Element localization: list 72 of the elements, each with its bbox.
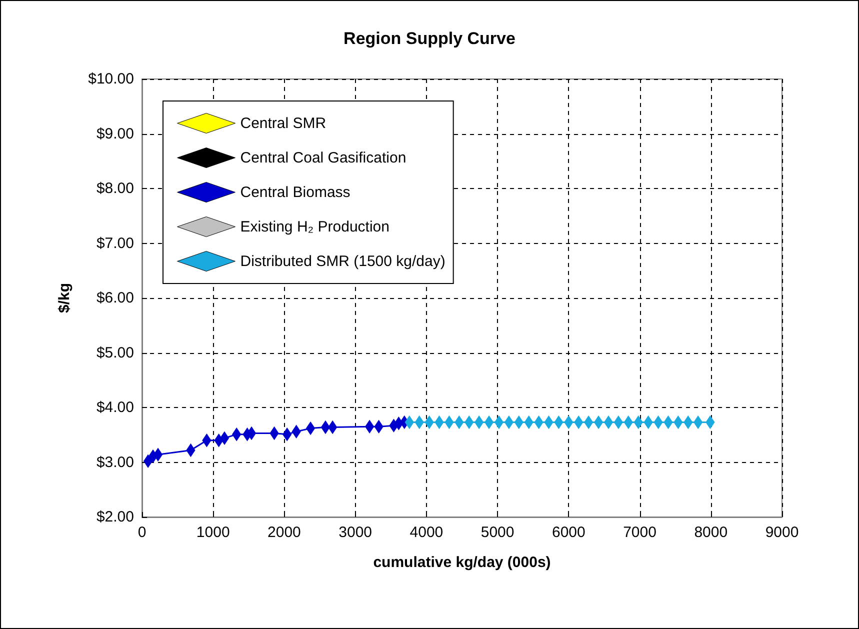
y-tick-label: $6.00 [96, 290, 134, 306]
point [292, 425, 301, 438]
x-tick-label: 5000 [480, 524, 514, 541]
y-tick-label: $9.00 [96, 125, 134, 142]
point [365, 420, 374, 434]
point [614, 416, 623, 429]
x-tick-label: 8000 [694, 524, 728, 541]
point [494, 416, 504, 429]
legend-label: Distributed SMR (1500 kg/day) [240, 252, 446, 270]
point [444, 416, 454, 429]
x-tick-label: 3000 [338, 524, 372, 541]
point [574, 416, 584, 429]
point [404, 416, 414, 429]
y-tick-label: $8.00 [96, 180, 134, 197]
point [247, 426, 256, 440]
point [664, 416, 673, 429]
point [514, 416, 524, 429]
legend-label: Central Biomass [240, 184, 350, 201]
x-tick-label: 2000 [268, 524, 301, 541]
point [186, 444, 196, 457]
point [424, 416, 434, 429]
y-axis-title: $/kg [56, 282, 73, 314]
point [684, 416, 693, 429]
point [320, 420, 330, 434]
chart-title: Region Supply Curve [344, 29, 516, 48]
point [484, 416, 494, 429]
x-axis-title: cumulative kg/day (000s) [373, 554, 551, 571]
point [564, 416, 574, 429]
point [144, 454, 153, 468]
point [414, 416, 424, 429]
point [328, 420, 338, 434]
point [282, 428, 292, 441]
point [706, 416, 715, 429]
point [270, 426, 279, 440]
x-tick-label: 0 [138, 524, 146, 541]
legend-label: Central SMR [240, 114, 326, 132]
x-tick-label: 7000 [623, 524, 656, 541]
x-tick-label: 6000 [552, 524, 586, 541]
point [624, 416, 633, 429]
point [634, 416, 643, 429]
point [584, 416, 594, 429]
x-tick-label: 9000 [765, 524, 799, 541]
point [464, 416, 474, 429]
point [644, 416, 653, 429]
point [202, 434, 212, 447]
point [554, 416, 564, 429]
y-tick-label: $10.00 [88, 70, 134, 88]
point [306, 422, 316, 435]
x-tick-label: 1000 [196, 524, 230, 541]
point [474, 416, 484, 429]
point [374, 420, 384, 434]
point [674, 416, 683, 429]
point [232, 428, 242, 441]
y-tick-label: $5.00 [96, 344, 134, 362]
point [604, 416, 613, 429]
point [220, 432, 229, 445]
point [524, 416, 534, 429]
point [594, 416, 604, 429]
point [504, 416, 514, 429]
legend-label: Existing H₂ Production [240, 218, 390, 236]
point [544, 416, 554, 429]
x-tick-label: 4000 [410, 524, 444, 541]
y-tick-label: $2.00 [96, 508, 134, 526]
point [534, 416, 544, 429]
point [694, 416, 703, 429]
point [434, 416, 444, 429]
point [654, 416, 663, 429]
y-tick-label: $3.00 [96, 454, 134, 471]
y-tick-label: $7.00 [96, 234, 134, 252]
y-tick-label: $4.00 [96, 399, 134, 416]
legend-label: Central Coal Gasification [240, 149, 406, 166]
point [454, 416, 464, 429]
